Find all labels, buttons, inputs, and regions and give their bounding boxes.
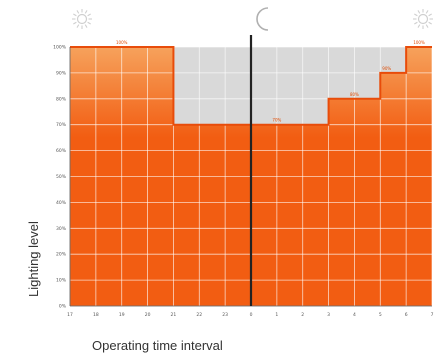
sun-icon-ray	[414, 13, 418, 17]
sun-icon-ray	[87, 13, 91, 17]
x-tick-label: 5	[379, 312, 382, 318]
y-tick-label: 10%	[56, 278, 67, 284]
sun-icon-ray	[76, 10, 80, 14]
x-tick-label: 18	[93, 312, 99, 318]
x-tick-label: 23	[222, 312, 228, 318]
y-tick-label: 90%	[56, 70, 67, 76]
sun-icon-disc	[76, 13, 88, 25]
y-tick-label: 0%	[59, 304, 67, 310]
data-label: 100%	[116, 40, 128, 45]
x-tick-label: 21	[171, 312, 177, 318]
y-tick-label: 80%	[56, 96, 67, 102]
sun-icon	[413, 9, 433, 29]
x-axis-label: Operating time interval	[92, 338, 223, 353]
data-label: 80%	[350, 92, 359, 97]
sun-icon-disc	[417, 13, 429, 25]
data-label: 100%	[413, 40, 425, 45]
data-label: 70%	[272, 118, 281, 123]
x-tick-label: 19	[119, 312, 125, 318]
x-tick-label: 0	[250, 312, 253, 318]
sun-icon-ray	[87, 21, 91, 25]
x-tick-label: 2	[301, 312, 304, 318]
y-tick-label: 70%	[56, 122, 67, 128]
sun-icon	[72, 9, 92, 29]
x-tick-label: 6	[405, 312, 408, 318]
x-tick-label: 17	[67, 312, 73, 318]
y-tick-label: 40%	[56, 200, 67, 206]
sun-icon-ray	[425, 10, 429, 14]
sun-icon-ray	[73, 13, 77, 17]
y-tick-label: 20%	[56, 252, 67, 258]
moon-icon	[256, 7, 269, 31]
y-axis-label: Lighting level	[26, 221, 41, 297]
y-tick-label: 30%	[56, 226, 67, 232]
sun-icon-ray	[417, 24, 421, 28]
x-tick-label: 4	[353, 312, 356, 318]
sun-icon-ray	[76, 24, 80, 28]
sun-icon-ray	[84, 10, 88, 14]
y-tick-label: 100%	[53, 45, 67, 51]
lighting-level-line	[70, 46, 432, 126]
sun-icon-ray	[428, 13, 432, 17]
y-tick-label: 50%	[56, 174, 67, 180]
sun-icon-ray	[425, 24, 429, 28]
sun-icon-ray	[417, 10, 421, 14]
moon-icon-crescent	[256, 7, 269, 31]
y-tick-label: 60%	[56, 148, 67, 154]
sun-icon-ray	[84, 24, 88, 28]
sun-icon-ray	[73, 21, 77, 25]
x-tick-label: 3	[327, 312, 330, 318]
x-tick-label: 1	[275, 312, 278, 318]
sun-icon-ray	[428, 21, 432, 25]
x-tick-label: 20	[145, 312, 151, 318]
sun-icon-ray	[414, 21, 418, 25]
x-tick-label: 22	[196, 312, 202, 318]
data-label: 90%	[382, 66, 391, 71]
x-tick-label: 7	[431, 312, 434, 318]
